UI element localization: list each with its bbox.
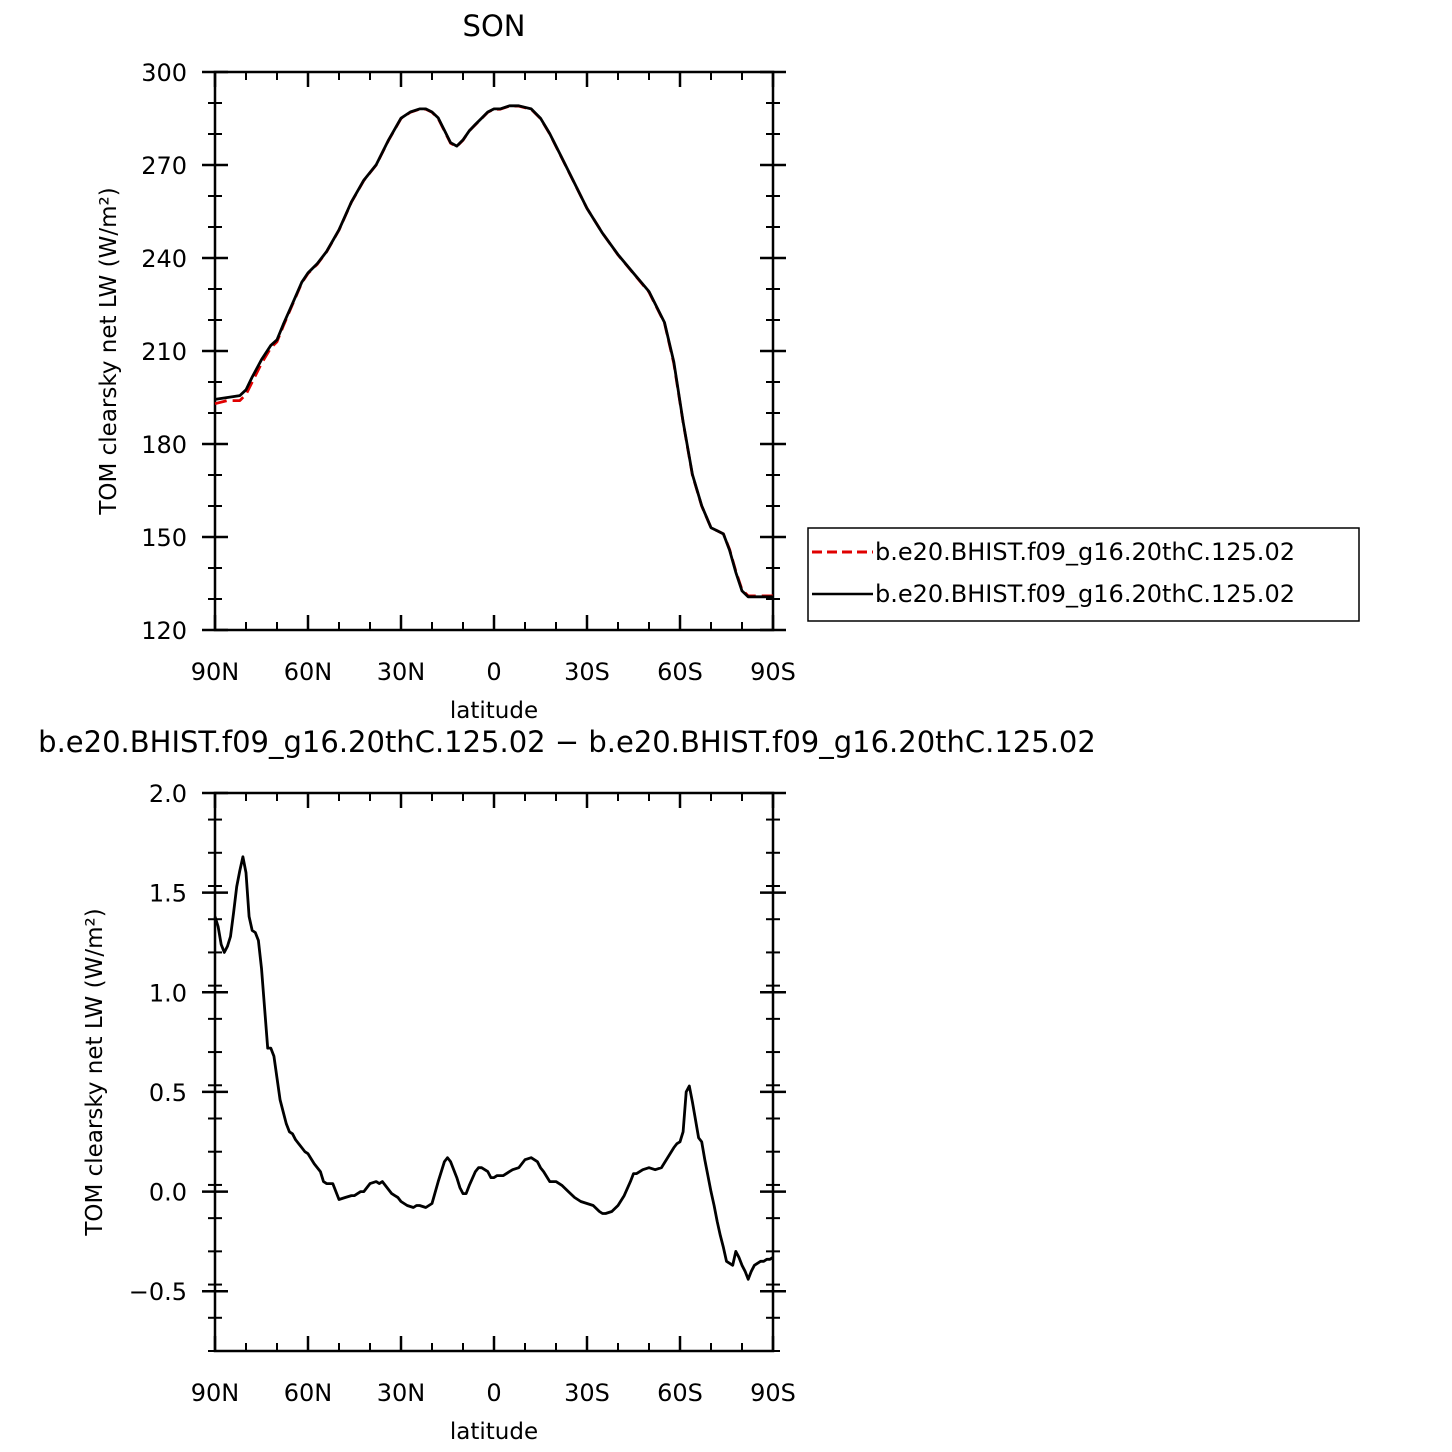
top-x-tick-label: 60S — [657, 658, 703, 686]
top-x-axis-label: latitude — [450, 698, 538, 724]
legend-entry-2: b.e20.BHIST.f09_g16.20thC.125.02 — [875, 580, 1295, 608]
bottom-y-tick-label: −0.5 — [129, 1278, 187, 1306]
bottom-x-tick-label: 60N — [284, 1379, 333, 1407]
bottom-y-tick-label: 0.5 — [149, 1079, 187, 1107]
bottom-x-tick-label: 30N — [377, 1379, 426, 1407]
top-y-tick-label: 210 — [141, 338, 187, 366]
top-y-axis-label: TOM clearsky net LW (W/m²) — [96, 187, 122, 515]
top-x-tick-label: 0 — [486, 658, 501, 686]
bottom-y-tick-label: 1.5 — [149, 880, 187, 908]
top-plot-frame — [213, 70, 775, 632]
top-panel: SON 90N 60N 30N 0 30S 60S 90S 120 150 180 210 240 27… — [96, 9, 1360, 724]
top-y-tick-label: 180 — [141, 431, 187, 459]
bottom-x-tick-label: 90N — [191, 1379, 240, 1407]
bottom-x-axis-label: latitude — [450, 1419, 538, 1445]
top-x-tick-label: 90N — [191, 658, 240, 686]
top-y-tick-label: 240 — [141, 245, 187, 273]
top-y-tick-label: 300 — [141, 59, 187, 87]
top-y-tick-label: 150 — [141, 524, 187, 552]
top-x-tick-label: 60N — [284, 658, 333, 686]
bottom-x-tick-label: 30S — [564, 1379, 610, 1407]
legend: b.e20.BHIST.f09_g16.20thC.125.02 b.e20.B… — [807, 527, 1360, 622]
bottom-y-axis-label: TOM clearsky net LW (W/m²) — [82, 908, 108, 1236]
bottom-plot-frame — [213, 791, 775, 1353]
top-x-tick-label: 90S — [750, 658, 796, 686]
legend-entry-1: b.e20.BHIST.f09_g16.20thC.125.02 — [875, 538, 1295, 566]
legend-box — [807, 527, 1360, 622]
bottom-chart-title: b.e20.BHIST.f09_g16.20thC.125.02 − b.e20… — [38, 725, 1096, 759]
top-chart-title: SON — [463, 9, 526, 43]
bottom-y-tick-label: 2.0 — [149, 780, 187, 808]
bottom-series-line-1 — [213, 855, 774, 1281]
top-y-tick-label: 120 — [141, 617, 187, 645]
top-x-tick-label: 30S — [564, 658, 610, 686]
top-x-tick-label: 30N — [377, 658, 426, 686]
bottom-x-tick-label: 60S — [657, 1379, 703, 1407]
bottom-y-tick-label: 0.0 — [149, 1179, 187, 1207]
top-y-tick-label: 270 — [141, 152, 187, 180]
top-series-line-2 — [214, 104, 773, 599]
top-series-line-1 — [214, 104, 773, 598]
bottom-x-tick-label: 90S — [750, 1379, 796, 1407]
bottom-y-tick-label: 1.0 — [149, 979, 187, 1007]
bottom-panel: b.e20.BHIST.f09_g16.20thC.125.02 − b.e20… — [38, 725, 1096, 1445]
bottom-x-tick-label: 0 — [486, 1379, 501, 1407]
